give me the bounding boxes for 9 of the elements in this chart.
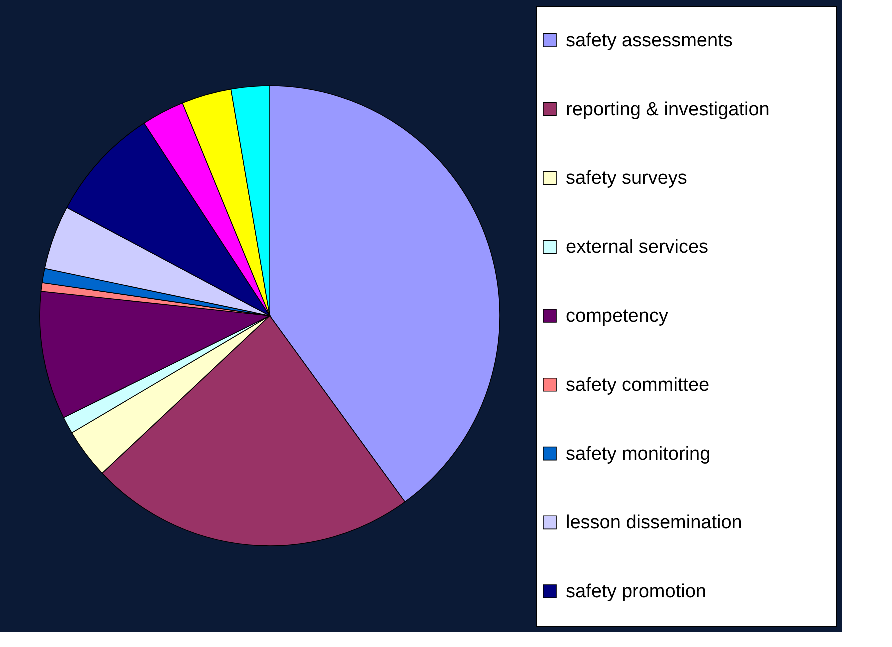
legend-label: safety promotion [566, 582, 706, 603]
legend-label: lesson dissemination [566, 512, 742, 534]
legend-label: external services [566, 237, 709, 258]
legend-label: safety monitoring [566, 444, 711, 465]
legend-label: safety assessments [566, 30, 733, 52]
legend-label: competency [566, 306, 669, 327]
legend-label: reporting & investigation [566, 99, 770, 120]
legend-label: safety committee [566, 374, 710, 396]
legend-label: safety surveys [566, 168, 688, 190]
